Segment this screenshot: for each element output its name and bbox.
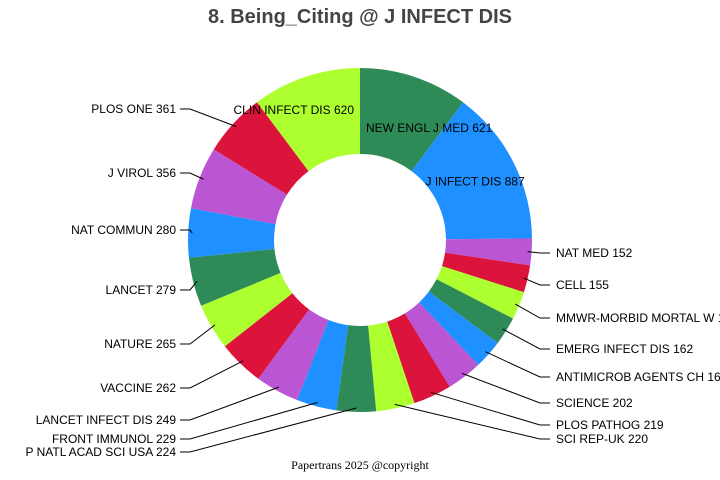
- slice-label-front-immunol: FRONT IMMUNOL 229: [52, 432, 176, 446]
- leader-line-nat-med: [527, 251, 550, 254]
- slice-plos-pathog: [387, 313, 450, 404]
- slice-label-lancet-infect-dis: LANCET INFECT DIS 249: [36, 413, 177, 427]
- slice-p-natl-acad-sci-usa: [336, 325, 377, 413]
- slice-nat-commun: [188, 208, 276, 258]
- slice-j-infect-dis: [411, 102, 532, 240]
- slice-label-mmwr-morbid-mortal-w: MMWR-MORBID MORTAL W 1: [556, 311, 720, 325]
- leader-line-j-virol: [180, 172, 204, 180]
- slice-science: [404, 302, 479, 387]
- slice-label-emerg-infect-dis: EMERG INFECT DIS 162: [556, 342, 693, 356]
- slice-label-nat-commun: NAT COMMUN 280: [71, 223, 176, 237]
- slice-label-plos-pathog: PLOS PATHOG 219: [556, 418, 664, 432]
- leader-line-sci-rep-uk: [394, 403, 550, 440]
- leader-line-nat-commun: [180, 229, 193, 234]
- leader-line-front-immunol: [180, 402, 318, 440]
- chart-title: 8. Being_Citing @ J INFECT DIS: [208, 6, 512, 28]
- slice-antimicrob-agents-ch: [419, 291, 498, 365]
- leader-line-cell: [523, 277, 550, 286]
- copyright-footer: Papertrans 2025 @copyright: [291, 458, 429, 472]
- slice-label-cell: CELL 155: [556, 278, 609, 292]
- slice-label-j-virol: J VIROL 356: [108, 166, 177, 180]
- slice-label-nature: NATURE 265: [104, 337, 176, 351]
- slice-label-science: SCIENCE 202: [556, 396, 633, 410]
- slice-label-lancet: LANCET 279: [106, 283, 177, 297]
- slice-label-j-infect-dis: J INFECT DIS 887: [426, 175, 525, 189]
- leader-line-nature: [180, 324, 216, 345]
- leader-line-science: [461, 372, 550, 404]
- slice-label-sci-rep-uk: SCI REP-UK 220: [556, 432, 648, 446]
- slice-clin-infect-dis: [257, 68, 360, 172]
- slice-vaccine: [224, 293, 310, 379]
- leader-line-mmwr-morbid-mortal-w: [515, 303, 550, 319]
- leader-line-p-natl-acad-sci-usa: [180, 407, 357, 453]
- leader-line-vaccine: [180, 360, 244, 389]
- slice-nature: [201, 272, 293, 347]
- leader-line-lancet-infect-dis: [180, 386, 280, 421]
- slice-label-p-natl-acad-sci-usa: P NATL ACAD SCI USA 224: [25, 445, 176, 459]
- leader-line-plos-one: [180, 108, 237, 127]
- slice-nat-med: [445, 238, 533, 266]
- slice-label-vaccine: VACCINE 262: [100, 381, 176, 395]
- slice-sci-rep-uk: [368, 321, 415, 412]
- slice-label-nat-med: NAT MED 152: [556, 246, 633, 260]
- slice-label-plos-one: PLOS ONE 361: [91, 102, 176, 116]
- slice-plos-one: [213, 102, 309, 195]
- slice-emerg-infect-dis: [428, 279, 514, 343]
- leader-line-lancet: [180, 280, 198, 291]
- slice-j-virol: [190, 149, 287, 225]
- slice-new-engl-j-med: [360, 68, 464, 172]
- slice-label-antimicrob-agents-ch: ANTIMICROB AGENTS CH 16: [556, 370, 720, 384]
- slice-lancet-infect-dis: [258, 309, 329, 401]
- slice-lancet: [188, 248, 281, 306]
- slice-label-new-engl-j-med: NEW ENGL J MED 621: [366, 121, 493, 135]
- leader-line-plos-pathog: [430, 391, 550, 426]
- leader-line-emerg-infect-dis: [502, 328, 550, 350]
- slice-label-clin-infect-dis: CLIN INFECT DIS 620: [234, 103, 355, 117]
- slice-mmwr-morbid-mortal-w: [436, 266, 524, 319]
- slice-cell: [441, 252, 531, 293]
- slice-front-immunol: [297, 320, 349, 411]
- leader-line-antimicrob-agents-ch: [485, 351, 550, 378]
